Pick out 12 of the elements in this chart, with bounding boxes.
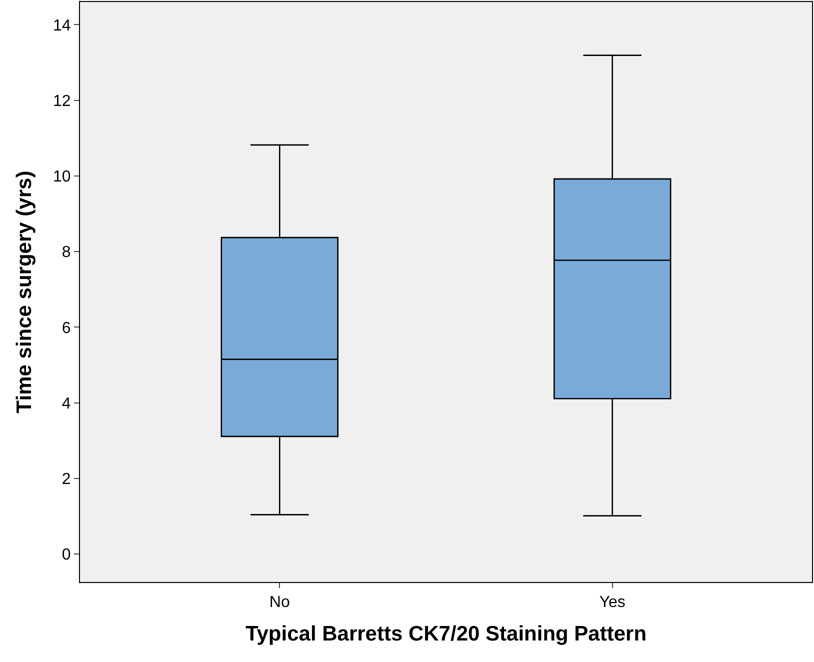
y-tick-label: 6	[62, 320, 71, 337]
y-tick-label: 0	[62, 546, 71, 564]
y-tick-label: 10	[53, 168, 71, 186]
y-tick-label: 4	[62, 395, 71, 412]
y-tick-label: 2	[62, 471, 71, 488]
y-tick-label: 8	[62, 244, 71, 262]
x-axis-title: Typical Barretts CK7/20 Staining Pattern	[245, 622, 647, 646]
y-axis-title: Time since surgery (yrs)	[13, 170, 36, 414]
x-tick-label: Yes	[599, 594, 626, 612]
x-tick-label: No	[269, 594, 290, 612]
y-tick-label: 14	[53, 17, 71, 34]
y-tick-label: 12	[53, 92, 71, 110]
